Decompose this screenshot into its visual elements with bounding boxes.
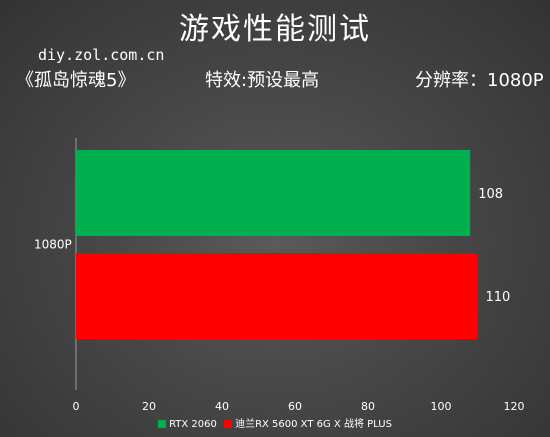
legend-label-rtx-2060: RTX 2060 <box>169 419 217 430</box>
category-label: 1080P <box>34 238 72 252</box>
data-label-1: 108 <box>478 187 503 202</box>
legend-swatch-rx-5600-xt <box>224 420 233 428</box>
chart-title: 游戏性能测试 <box>179 12 371 47</box>
x-tick-label: 0 <box>73 400 80 413</box>
graphics-setting: 特效:预设最高 <box>205 70 320 91</box>
x-tick-label: 40 <box>215 400 229 413</box>
bar-2 <box>76 253 478 339</box>
bar-1 <box>76 150 471 236</box>
legend-item-rx-5600-xt: 迪兰RX 5600 XT 6G X 战将 PLUS <box>224 415 392 430</box>
x-tick-label: 100 <box>431 400 452 413</box>
legend-label-rx-5600-xt: 迪兰RX 5600 XT 6G X 战将 PLUS <box>235 419 392 430</box>
x-tick-label: 120 <box>504 400 525 413</box>
data-label-2: 110 <box>486 290 511 305</box>
legend-swatch-rtx-2060 <box>158 420 167 428</box>
x-tick-label: 20 <box>142 400 156 413</box>
legend-item-rtx-2060: RTX 2060 <box>158 419 217 430</box>
source-watermark: diy.zol.com.cn <box>38 46 165 64</box>
legend: RTX 2060 迪兰RX 5600 XT 6G X 战将 PLUS <box>0 415 550 430</box>
x-tick-label: 80 <box>361 400 375 413</box>
resolution-setting: 分辨率：1080P <box>415 70 544 91</box>
game-name: 《孤岛惊魂5》 <box>16 70 136 91</box>
x-tick-label: 60 <box>288 400 302 413</box>
